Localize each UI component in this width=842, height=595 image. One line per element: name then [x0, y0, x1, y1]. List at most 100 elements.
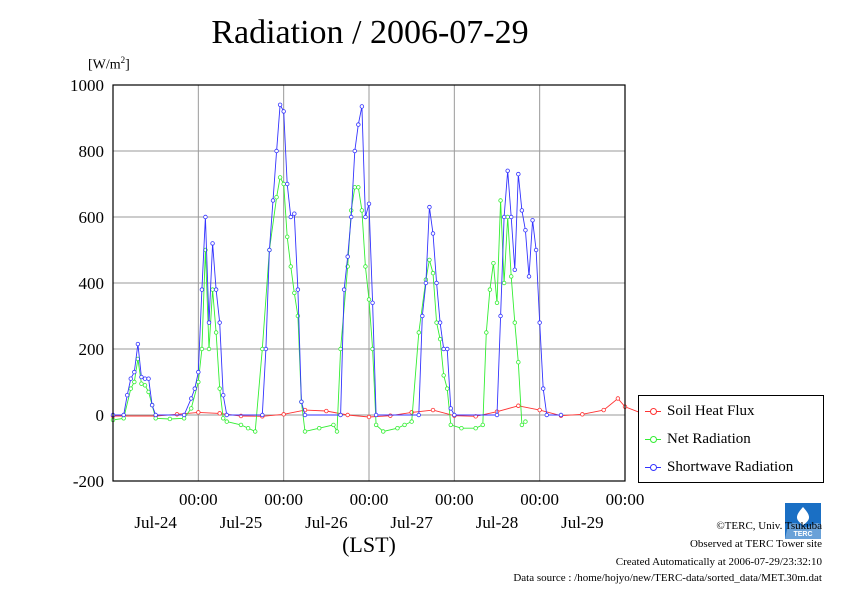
data-point-2	[263, 346, 269, 352]
x-tick-date: Jul-24	[134, 513, 177, 532]
data-point-2	[445, 346, 450, 352]
data-point-2	[509, 214, 514, 220]
y-tick-label: 1000	[70, 76, 104, 95]
data-point-1	[167, 416, 173, 422]
data-point-1	[338, 346, 343, 352]
data-point-0	[366, 414, 372, 420]
data-point-1	[416, 330, 421, 335]
data-point-2	[356, 122, 361, 127]
x-tick-date: Jul-26	[305, 513, 348, 532]
data-point-2	[338, 412, 343, 418]
data-point-2	[125, 393, 130, 398]
data-point-0	[615, 396, 621, 401]
data-point-1	[238, 422, 244, 428]
y-tick-label: 0	[96, 406, 105, 425]
data-point-2	[153, 412, 158, 418]
data-point-2	[203, 214, 208, 220]
legend-label-soil: Soil Heat Flux	[667, 402, 755, 419]
data-point-1	[441, 373, 446, 378]
data-point-1	[210, 287, 215, 292]
data-point-2	[210, 241, 215, 246]
data-point-1	[437, 336, 443, 342]
data-point-2	[448, 406, 453, 411]
data-point-1	[260, 346, 265, 352]
shortwave-swatch	[645, 462, 661, 472]
data-point-1	[434, 320, 439, 325]
data-point-1	[253, 429, 258, 434]
data-point-1	[491, 261, 496, 266]
data-point-2	[121, 412, 126, 418]
data-point-2	[434, 280, 439, 286]
data-point-2	[181, 412, 187, 418]
legend-item-shortwave: Shortwave Radiation	[645, 457, 793, 477]
data-point-1	[519, 422, 525, 428]
data-point-0	[196, 410, 201, 415]
data-point-1	[459, 426, 464, 431]
data-point-1	[402, 422, 407, 428]
x-tick-time: 00:00	[264, 490, 303, 509]
data-point-0	[217, 411, 222, 416]
data-point-1	[409, 419, 414, 424]
data-point-1	[139, 381, 144, 386]
data-point-2	[526, 274, 532, 279]
data-point-1	[512, 320, 517, 325]
data-point-1	[142, 383, 148, 388]
x-tick-time: 00:00	[350, 490, 389, 509]
data-point-1	[206, 346, 212, 352]
data-point-1	[509, 274, 514, 279]
footer-source: Data source : /home/hojyo/new/TERC-data/…	[513, 572, 822, 584]
data-point-1	[221, 416, 226, 421]
data-point-2	[359, 104, 365, 109]
x-tick-time: 00:00	[520, 490, 559, 509]
data-point-2	[277, 102, 283, 107]
net-swatch	[645, 434, 661, 444]
data-point-1	[352, 185, 357, 190]
data-point-2	[199, 287, 205, 292]
plot-frame	[112, 84, 626, 482]
data-point-1	[128, 386, 133, 391]
data-point-2	[452, 412, 457, 418]
legend-item-soil: Soil Heat Flux	[645, 401, 755, 421]
data-point-2	[285, 181, 290, 187]
data-point-1	[445, 386, 450, 391]
soil-swatch	[645, 406, 661, 416]
data-point-1	[274, 194, 279, 200]
data-point-1	[213, 330, 219, 335]
y-tick-label: 200	[79, 340, 105, 359]
data-point-1	[498, 198, 503, 203]
x-tick-date: Jul-25	[220, 513, 263, 532]
data-point-1	[363, 264, 368, 269]
data-point-2	[558, 412, 564, 418]
data-point-1	[494, 300, 500, 305]
y-tick-label: -200	[73, 472, 104, 491]
data-point-1	[430, 270, 436, 276]
data-point-2	[192, 386, 197, 391]
data-point-1	[217, 386, 222, 391]
y-tick-label: 600	[79, 208, 105, 227]
data-point-1	[288, 264, 293, 269]
data-point-2	[363, 214, 368, 220]
data-point-2	[142, 376, 148, 381]
data-point-0	[281, 412, 286, 417]
footer-copyright: ©TERC, Univ. Tsukuba	[716, 520, 822, 532]
data-point-1	[189, 406, 194, 411]
x-axis-label: (LST)	[342, 532, 396, 557]
x-tick-time: 00:00	[435, 490, 474, 509]
data-point-2	[341, 287, 347, 292]
data-point-1	[245, 426, 251, 431]
data-point-0	[601, 407, 606, 413]
data-point-1	[505, 214, 510, 220]
data-point-2	[523, 227, 528, 233]
data-point-2	[299, 399, 304, 404]
data-point-2	[533, 247, 539, 253]
data-point-2	[128, 376, 133, 381]
data-point-1	[132, 379, 137, 385]
data-point-2	[274, 148, 279, 154]
data-point-2	[224, 412, 229, 418]
data-point-2	[366, 201, 372, 206]
data-point-2	[512, 267, 517, 272]
data-point-2	[420, 313, 425, 319]
data-point-2	[292, 211, 297, 216]
data-point-1	[427, 257, 432, 263]
data-point-1	[196, 379, 201, 385]
